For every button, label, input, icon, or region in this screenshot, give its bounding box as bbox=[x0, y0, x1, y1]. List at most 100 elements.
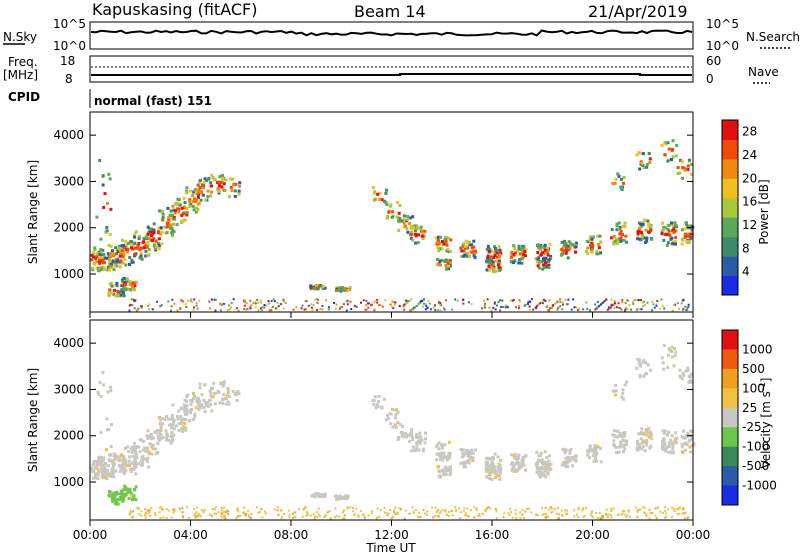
range-cell bbox=[441, 458, 444, 462]
range-cell bbox=[343, 514, 346, 517]
range-cell bbox=[641, 152, 645, 156]
range-cell bbox=[130, 258, 134, 262]
range-cell bbox=[161, 417, 165, 420]
range-cell bbox=[622, 238, 626, 242]
range-cell bbox=[544, 513, 547, 515]
range-cell bbox=[643, 440, 647, 444]
y-tick-label: 3000 bbox=[53, 382, 84, 396]
range-cell bbox=[110, 266, 114, 270]
range-cell bbox=[544, 252, 548, 256]
range-cell bbox=[439, 263, 442, 267]
range-cell bbox=[686, 232, 690, 236]
range-cell bbox=[93, 262, 96, 266]
range-cell bbox=[611, 182, 615, 186]
range-cell bbox=[422, 508, 425, 511]
range-cell bbox=[589, 235, 593, 239]
range-cell bbox=[635, 308, 638, 311]
range-cell bbox=[498, 255, 502, 259]
range-cell bbox=[292, 308, 295, 311]
range-cell bbox=[200, 508, 203, 511]
range-cell bbox=[667, 223, 671, 227]
range-cell bbox=[680, 242, 684, 246]
range-cell bbox=[653, 306, 656, 309]
x-axis-label: Time UT bbox=[365, 541, 416, 554]
range-cell bbox=[221, 384, 225, 388]
range-cell bbox=[539, 465, 543, 469]
range-cell bbox=[574, 245, 578, 249]
range-cell bbox=[613, 307, 616, 310]
range-cell bbox=[448, 259, 452, 263]
range-cell bbox=[172, 222, 176, 226]
range-cell bbox=[541, 267, 545, 271]
range-cell bbox=[168, 213, 172, 217]
range-cell bbox=[635, 448, 639, 452]
range-cell bbox=[486, 244, 490, 248]
range-cell bbox=[140, 257, 144, 261]
range-cell bbox=[485, 268, 489, 272]
range-cell bbox=[438, 469, 442, 473]
range-cell bbox=[442, 473, 446, 477]
range-cell bbox=[170, 305, 173, 308]
range-cell bbox=[537, 469, 541, 473]
range-cell bbox=[548, 309, 551, 312]
range-cell bbox=[470, 509, 473, 511]
range-cell bbox=[413, 232, 417, 236]
range-cell bbox=[641, 305, 644, 308]
range-cell bbox=[547, 258, 551, 262]
range-cell bbox=[615, 228, 619, 232]
range-cell bbox=[227, 394, 231, 398]
range-cell bbox=[373, 197, 377, 201]
range-cell bbox=[124, 469, 128, 473]
range-cell bbox=[519, 465, 523, 469]
colorbar-tick-label: 4 bbox=[742, 265, 750, 279]
range-cell bbox=[145, 460, 149, 463]
range-cell bbox=[497, 468, 501, 472]
range-cell bbox=[470, 448, 474, 452]
range-cell bbox=[197, 397, 201, 401]
range-cell bbox=[98, 459, 101, 463]
range-cell bbox=[517, 465, 521, 469]
range-cell bbox=[115, 252, 118, 256]
range-cell bbox=[566, 458, 570, 462]
range-cell bbox=[258, 511, 261, 513]
range-cell bbox=[490, 456, 494, 460]
freq-panel: Freq. [MHz] 18 8 60 0 Nave bbox=[3, 54, 779, 86]
range-cell bbox=[414, 241, 418, 245]
range-cell bbox=[661, 442, 665, 446]
range-cell bbox=[126, 445, 130, 449]
range-cell bbox=[249, 299, 252, 302]
range-cell bbox=[203, 177, 207, 181]
range-cell bbox=[193, 188, 197, 192]
range-cell bbox=[172, 508, 175, 511]
range-cell bbox=[118, 265, 122, 269]
range-cell bbox=[146, 429, 150, 433]
range-cell bbox=[645, 372, 648, 376]
range-cell bbox=[521, 458, 525, 462]
range-cell bbox=[295, 306, 298, 309]
range-cell bbox=[390, 215, 394, 219]
range-cell bbox=[408, 439, 412, 443]
range-cell bbox=[635, 366, 639, 370]
range-cell bbox=[132, 495, 136, 499]
range-cell bbox=[181, 418, 185, 421]
range-cell bbox=[543, 243, 547, 247]
range-cell bbox=[151, 443, 155, 447]
range-cell bbox=[156, 300, 158, 303]
range-cell bbox=[282, 299, 285, 302]
colorbar-swatch bbox=[722, 139, 738, 160]
range-cell bbox=[668, 441, 672, 444]
y-tick-label: 4000 bbox=[53, 128, 84, 142]
colorbar-swatch bbox=[722, 407, 738, 428]
range-cell bbox=[619, 444, 623, 448]
range-cell bbox=[184, 411, 188, 415]
range-cell bbox=[243, 512, 246, 515]
range-cell bbox=[394, 301, 397, 304]
range-cell bbox=[570, 456, 574, 459]
range-cell bbox=[467, 461, 471, 465]
range-cell bbox=[349, 300, 352, 303]
range-cell bbox=[677, 507, 680, 510]
range-cell bbox=[572, 298, 575, 301]
range-cell bbox=[109, 252, 113, 255]
range-cell bbox=[519, 517, 522, 520]
range-cell bbox=[497, 474, 501, 478]
